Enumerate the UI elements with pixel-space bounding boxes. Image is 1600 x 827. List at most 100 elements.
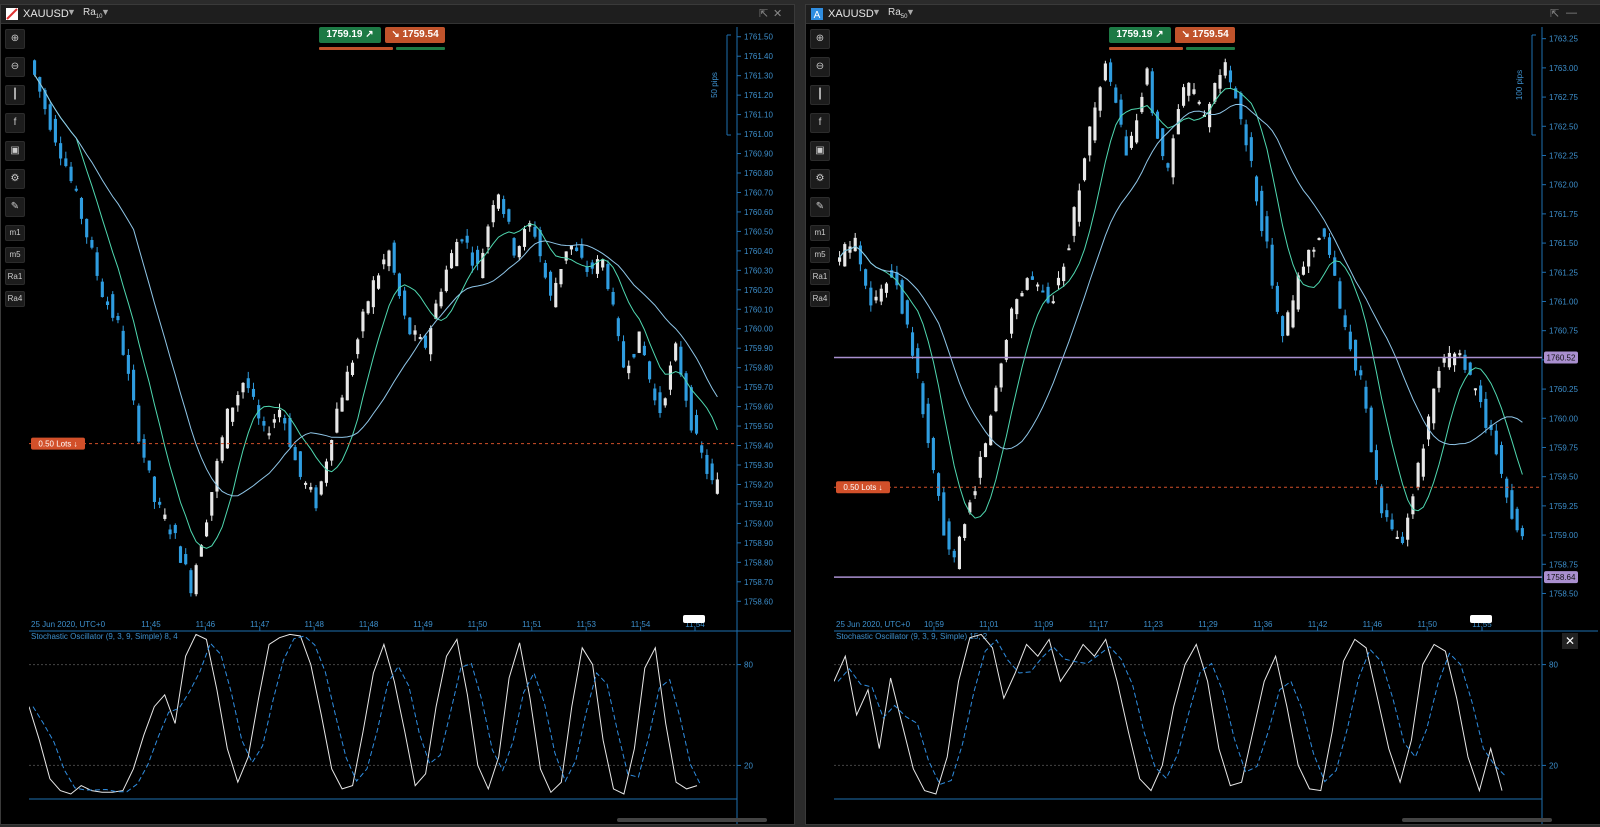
- timeframe-selector[interactable]: Ra10: [83, 7, 102, 20]
- close-icon: ✕: [1565, 634, 1575, 648]
- timeframe-m5-button[interactable]: m5: [810, 247, 830, 263]
- candle-body: [1119, 99, 1123, 125]
- detach-icon[interactable]: ⇱: [1550, 8, 1560, 20]
- settings-icon[interactable]: ⚙: [5, 169, 25, 189]
- detach-icon[interactable]: ⇱: [759, 8, 769, 20]
- timeframe-ra4-button[interactable]: Ra4: [5, 291, 25, 307]
- chart-type-icon[interactable]: A: [811, 8, 823, 20]
- zoom-in-icon[interactable]: ⊕: [5, 29, 25, 49]
- candle-body: [105, 301, 110, 306]
- timeframe-dropdown-icon[interactable]: ▼: [906, 7, 915, 17]
- drawing-icon[interactable]: ✎: [5, 197, 25, 217]
- candle-body: [1291, 300, 1295, 328]
- timeframe-ra4-button[interactable]: Ra4: [810, 291, 830, 307]
- sell-price-button[interactable]: ↘ 1759.54: [385, 27, 445, 43]
- candle-body: [408, 317, 412, 335]
- horizontal-scrollbar[interactable]: [617, 818, 767, 822]
- candle-body: [1020, 293, 1024, 297]
- stoch-level-label: 80: [1549, 661, 1558, 670]
- candle-body: [689, 387, 693, 431]
- candle-body: [1333, 257, 1337, 276]
- level-low-label: 1758.64: [1547, 573, 1576, 582]
- candle-body: [1025, 278, 1029, 290]
- price-tick-label: 1760.90: [744, 150, 773, 159]
- candle-body: [533, 226, 537, 237]
- timeframe-selector[interactable]: Ra50: [888, 7, 907, 20]
- zoom-out-icon[interactable]: ⊖: [5, 57, 25, 77]
- candle-body: [606, 263, 610, 290]
- candle-body: [246, 378, 250, 389]
- timeframe-m1-button[interactable]: m1: [810, 225, 830, 241]
- timeframe-ra1-button[interactable]: Ra1: [5, 269, 25, 285]
- candle-body: [314, 487, 318, 509]
- candle-body: [189, 570, 193, 594]
- horizontal-scrollbar[interactable]: [1402, 818, 1552, 822]
- candle-body: [403, 290, 407, 316]
- facebook-icon[interactable]: f: [5, 113, 25, 133]
- timeframe-ra1-button[interactable]: Ra1: [810, 269, 830, 285]
- zoom-in-icon[interactable]: ⊕: [810, 29, 830, 49]
- price-tick-label: 1760.40: [744, 247, 773, 256]
- symbol-dropdown-icon[interactable]: ▼: [872, 7, 881, 17]
- time-tick-label: 11:54: [685, 620, 705, 629]
- candle-body: [517, 246, 521, 258]
- candle-body: [397, 273, 401, 297]
- chart-type-icon[interactable]: [6, 8, 18, 20]
- candle-body: [1234, 88, 1238, 99]
- chart-type-icon[interactable]: ┃: [5, 85, 25, 105]
- candle-body: [1056, 277, 1061, 286]
- symbol-dropdown-icon[interactable]: ▼: [67, 7, 76, 17]
- candle-body: [989, 415, 993, 446]
- candle-body: [1281, 316, 1285, 337]
- candle-body: [668, 365, 673, 390]
- price-tick-label: 1763.25: [1549, 35, 1578, 44]
- close-icon[interactable]: ✕: [773, 8, 783, 20]
- candle-body: [324, 461, 329, 483]
- candle-body: [215, 460, 219, 492]
- candle-body: [121, 330, 125, 355]
- symbol-name[interactable]: XAUUSD: [828, 8, 874, 20]
- candle-body: [423, 335, 428, 348]
- timeframe-m1-button[interactable]: m1: [5, 225, 25, 241]
- time-tick-label: 11:50: [468, 620, 488, 629]
- minimize-icon[interactable]: —: [1566, 7, 1577, 19]
- close-indicator-button[interactable]: ✕: [1562, 633, 1578, 649]
- buy-price-button[interactable]: 1759.19 ↗: [319, 27, 381, 43]
- robot-icon[interactable]: ▣: [810, 141, 830, 161]
- candle-body: [694, 415, 699, 434]
- buy-price-button[interactable]: 1759.19 ↗: [1109, 27, 1171, 43]
- chart-type-icon[interactable]: ┃: [810, 85, 830, 105]
- candle-body: [684, 373, 688, 401]
- price-chart[interactable]: 1761.50 1761.40 1761.30 1761.20 1761.10 1761.…: [29, 27, 791, 824]
- drawing-icon[interactable]: ✎: [810, 197, 830, 217]
- candle-body: [1249, 137, 1253, 161]
- candle-body: [864, 269, 868, 286]
- price-tick-label: 1760.00: [744, 325, 773, 334]
- sell-price-button[interactable]: ↘ 1759.54: [1175, 27, 1235, 43]
- timeframe-m5-button[interactable]: m5: [5, 247, 25, 263]
- candle-body: [1343, 315, 1347, 328]
- candle-body: [512, 238, 516, 256]
- candle-body: [470, 252, 474, 266]
- candle-body: [858, 245, 862, 265]
- candle-body: [522, 229, 527, 247]
- candle-body: [74, 188, 78, 191]
- price-chart[interactable]: 1763.25 1763.00 1762.75 1762.50 1762.25 1762.…: [834, 27, 1598, 824]
- settings-icon[interactable]: ⚙: [810, 169, 830, 189]
- timeframe-dropdown-icon[interactable]: ▼: [101, 7, 110, 17]
- zoom-out-icon[interactable]: ⊖: [810, 57, 830, 77]
- timeframe-label: Ra: [888, 7, 901, 18]
- candle-body: [978, 456, 982, 478]
- candle-body: [1468, 362, 1472, 375]
- symbol-name[interactable]: XAUUSD: [23, 8, 69, 20]
- candle-body: [1520, 528, 1524, 537]
- sell-volume-bar: [319, 47, 393, 50]
- price-tick-label: 1758.75: [1549, 560, 1578, 569]
- facebook-icon[interactable]: f: [810, 113, 830, 133]
- candle-body: [1322, 228, 1326, 237]
- robot-icon[interactable]: ▣: [5, 141, 25, 161]
- candle-body: [267, 433, 271, 436]
- candle-body: [455, 242, 459, 267]
- close-icon-bg: [1562, 633, 1578, 649]
- candle-body: [210, 492, 214, 516]
